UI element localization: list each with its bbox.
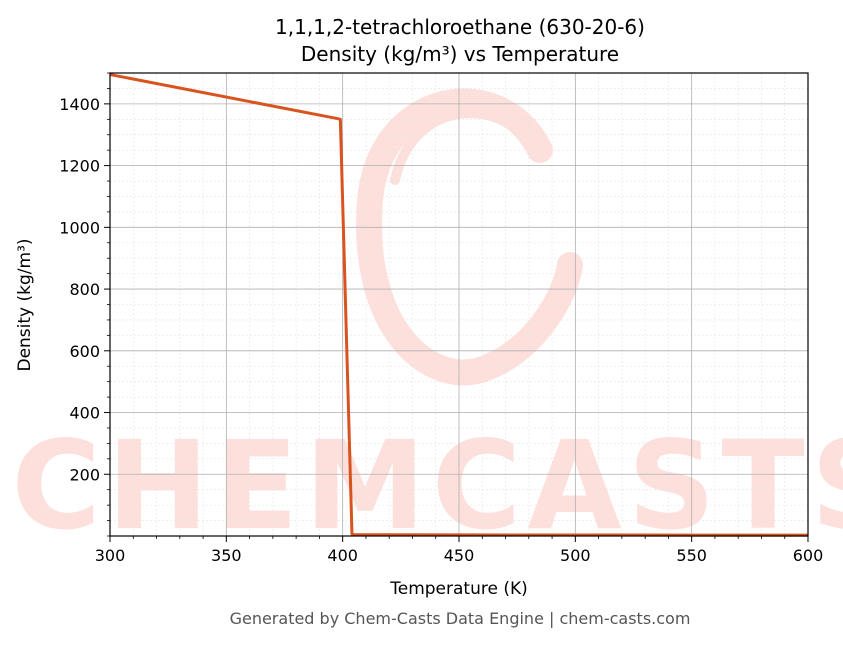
y-tick-label: 1000: [59, 218, 100, 237]
y-tick-label: 800: [69, 280, 100, 299]
chart-subtitle: Density (kg/m³) vs Temperature: [301, 42, 619, 66]
x-tick-label: 350: [211, 546, 242, 565]
x-tick-label: 500: [560, 546, 591, 565]
watermark-swirl-icon: [356, 88, 583, 386]
watermark-text: CHEMCASTS: [11, 415, 843, 557]
x-tick-label: 300: [95, 546, 126, 565]
y-tick-label: 200: [69, 465, 100, 484]
y-axis: 200 400 600 800 1000 1200 1400: [59, 72, 110, 537]
y-tick-label: 1200: [59, 157, 100, 176]
x-axis-label: Temperature (K): [389, 579, 528, 599]
series-layer: [109, 73, 809, 537]
footer-credit: Generated by Chem-Casts Data Engine | ch…: [230, 609, 691, 628]
y-tick-label: 1400: [59, 95, 100, 114]
watermark-logo: CHEMCASTS: [11, 88, 843, 557]
y-tick-label: 400: [69, 404, 100, 423]
x-tick-label: 450: [444, 546, 475, 565]
chart-title: 1,1,1,2-tetrachloroethane (630-20-6): [275, 15, 645, 39]
y-axis-label: Density (kg/m³): [15, 238, 35, 371]
series-line-0: [109, 73, 809, 537]
x-tick-label: 600: [793, 546, 824, 565]
x-axis: 300 350 400 450 500 550 600: [95, 536, 824, 565]
y-tick-label: 600: [69, 342, 100, 361]
x-tick-label: 550: [676, 546, 707, 565]
x-tick-label: 400: [327, 546, 358, 565]
